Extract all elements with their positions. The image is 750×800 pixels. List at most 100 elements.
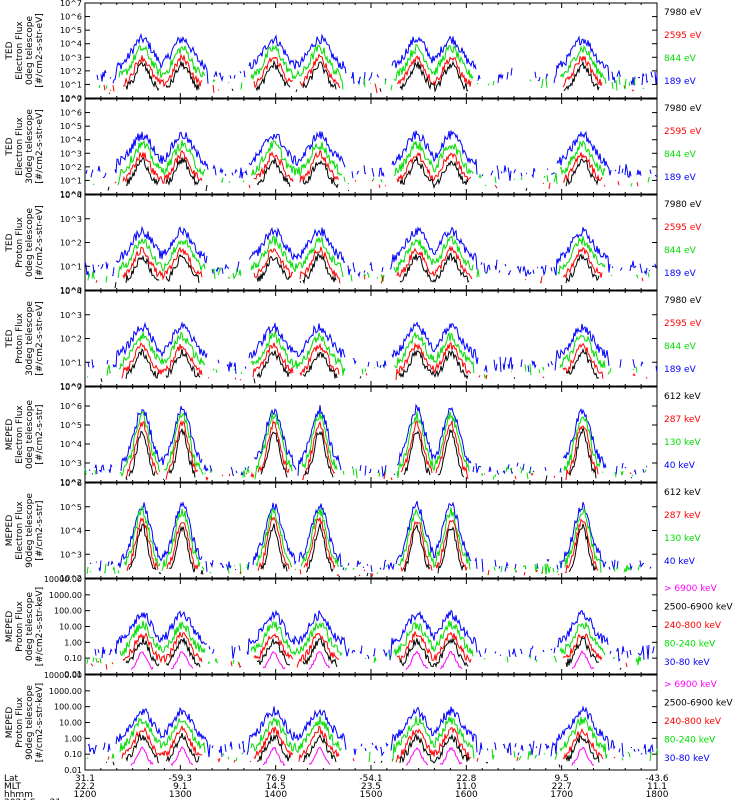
y-tick-label: 10^5 bbox=[60, 503, 82, 512]
y-tick-label: 10.00 bbox=[59, 623, 82, 632]
legend-entry: 844 eV bbox=[664, 54, 697, 64]
y-axis-label: Electron Flux bbox=[15, 501, 25, 560]
y-axis-label: Proton Flux bbox=[15, 697, 25, 748]
x-tick-label: 1300 bbox=[169, 790, 192, 800]
panel-meped-proton-0deg: 0.01 0.10 1.00 10.00 100.00 1000.00 10000.00 ME… bbox=[5, 575, 733, 679]
x-tick-label: 76.9 bbox=[266, 774, 286, 784]
legend-entry: 40 keV bbox=[664, 557, 696, 567]
legend-entry: 287 keV bbox=[664, 511, 701, 521]
series-trace bbox=[130, 649, 595, 671]
legend-entry: 612 keV bbox=[664, 488, 701, 498]
x-tick-label: 9.5 bbox=[555, 774, 569, 784]
y-axis-label: [#/cm2-s-str-eV] bbox=[35, 205, 45, 280]
y-axis-label: MEPED bbox=[5, 515, 15, 547]
legend-entry: 189 eV bbox=[664, 173, 697, 183]
y-axis-label: [#/cm2-s-str-eV] bbox=[35, 109, 45, 184]
legend-entry: 30-80 keV bbox=[664, 754, 710, 764]
y-tick-label: 10^3 bbox=[60, 215, 82, 224]
y-tick-label: 10^1 bbox=[60, 358, 82, 367]
y-tick-label: 10000.00 bbox=[44, 575, 82, 584]
y-tick-label: 10^3 bbox=[60, 311, 82, 320]
y-axis-label: MEPED bbox=[5, 611, 15, 643]
y-axis-label: 0deg telescope bbox=[25, 16, 35, 86]
y-axis-label: MEPED bbox=[5, 707, 15, 739]
y-axis-label: [#/cm2-s-str-eV] bbox=[35, 301, 45, 376]
y-axis-label: MEPED bbox=[5, 419, 15, 451]
series-trace bbox=[85, 130, 658, 182]
x-tick-label: 1700 bbox=[550, 790, 573, 800]
y-tick-label: 1000.00 bbox=[49, 687, 82, 696]
y-axis-label: Proton Flux bbox=[15, 217, 25, 268]
y-axis-label: TED bbox=[5, 41, 15, 60]
y-tick-label: 10^5 bbox=[60, 122, 82, 131]
legend-entry: 40 keV bbox=[664, 461, 696, 471]
y-axis-label: Electron Flux bbox=[15, 117, 25, 176]
y-tick-label: 10^3 bbox=[60, 53, 82, 62]
x-axis-row-label: MLT bbox=[4, 782, 22, 792]
y-axis-label: 30deg telescope bbox=[25, 301, 35, 376]
y-tick-label: 10.00 bbox=[59, 719, 82, 728]
y-tick-label: 100.00 bbox=[54, 703, 82, 712]
y-axis-label: TED bbox=[5, 329, 15, 348]
legend-entry: 2595 eV bbox=[664, 223, 702, 233]
legend-entry: 80-240 keV bbox=[664, 736, 716, 746]
legend-entry: 80-240 keV bbox=[664, 640, 716, 650]
y-tick-label: 10^4 bbox=[60, 136, 82, 145]
legend-entry: 189 eV bbox=[664, 365, 697, 375]
panel-ted-proton-30deg: 10^0 10^1 10^2 10^3 10^4 TED Proton Flux 30deg … bbox=[5, 287, 702, 391]
y-tick-label: 0.01 bbox=[64, 670, 82, 679]
y-tick-label: 10^4 bbox=[60, 440, 82, 449]
y-tick-label: 10^6 bbox=[60, 402, 82, 411]
x-tick-label: 22.7 bbox=[552, 782, 572, 792]
y-tick-label: 10^5 bbox=[60, 26, 82, 35]
y-axis-label: 0deg telescope bbox=[25, 400, 35, 470]
x-axis-row-label: hhmm bbox=[4, 790, 33, 800]
y-tick-label: 10^0 bbox=[60, 190, 82, 199]
x-tick-label: 1200 bbox=[74, 790, 97, 800]
y-axis-label: [#/cm2-s-str-keV] bbox=[35, 683, 45, 762]
y-tick-label: 10^7 bbox=[60, 383, 82, 392]
y-tick-label: 10^4 bbox=[60, 40, 82, 49]
series-trace bbox=[87, 321, 658, 374]
y-tick-label: 10^4 bbox=[60, 287, 82, 296]
panel-meped-electron-0deg: 10^2 10^3 10^4 10^5 10^6 10^7 MEPED Electron Fl… bbox=[5, 383, 701, 487]
legend-entry: 844 eV bbox=[664, 246, 697, 256]
y-tick-label: 10^2 bbox=[60, 67, 82, 76]
legend-entry: 2595 eV bbox=[664, 127, 702, 137]
y-tick-label: 10^4 bbox=[60, 527, 82, 536]
x-tick-label: 14.5 bbox=[266, 782, 286, 792]
legend-entry: 189 eV bbox=[664, 269, 697, 279]
legend-entry: 240-800 keV bbox=[664, 621, 722, 631]
x-tick-label: 23.5 bbox=[361, 782, 381, 792]
y-tick-label: 10^1 bbox=[60, 262, 82, 271]
panel-frame bbox=[84, 482, 658, 579]
x-tick-label: 1600 bbox=[455, 790, 478, 800]
legend-entry: > 6900 keV bbox=[664, 584, 718, 594]
y-tick-label: 10^2 bbox=[60, 163, 82, 172]
legend-entry: 7980 eV bbox=[664, 8, 702, 18]
legend-entry: 130 keV bbox=[664, 438, 701, 448]
panel-meped-electron-90deg: 10^2 10^3 10^4 10^5 10^6 MEPED Electron Flux 90… bbox=[5, 479, 701, 583]
legend-entry: 7980 eV bbox=[664, 200, 702, 210]
legend-entry: 844 eV bbox=[664, 342, 697, 352]
y-tick-label: 10^2 bbox=[60, 478, 82, 487]
y-axis-label: Proton Flux bbox=[15, 313, 25, 364]
y-axis-label: TED bbox=[5, 137, 15, 156]
x-tick-label: 1400 bbox=[264, 790, 287, 800]
legend-entry: 612 keV bbox=[664, 392, 701, 402]
y-tick-label: 0.01 bbox=[64, 766, 82, 775]
x-tick-label: -59.3 bbox=[169, 774, 192, 784]
legend-entry: 30-80 keV bbox=[664, 658, 710, 668]
x-tick-label: 1500 bbox=[360, 790, 383, 800]
y-tick-label: 0.10 bbox=[64, 654, 82, 663]
y-tick-label: 10^2 bbox=[60, 239, 82, 248]
y-tick-label: 10^5 bbox=[60, 421, 82, 430]
y-axis-label: [#/cm2-s-str-eV] bbox=[35, 13, 45, 88]
legend-entry: 2500-6900 keV bbox=[664, 699, 733, 709]
x-tick-label: -54.1 bbox=[359, 774, 382, 784]
y-tick-label: 10^3 bbox=[60, 459, 82, 468]
y-tick-label: 10^3 bbox=[60, 149, 82, 158]
y-tick-label: 10^1 bbox=[60, 80, 82, 89]
y-tick-label: 10^7 bbox=[60, 0, 82, 8]
y-axis-label: TED bbox=[5, 233, 15, 252]
